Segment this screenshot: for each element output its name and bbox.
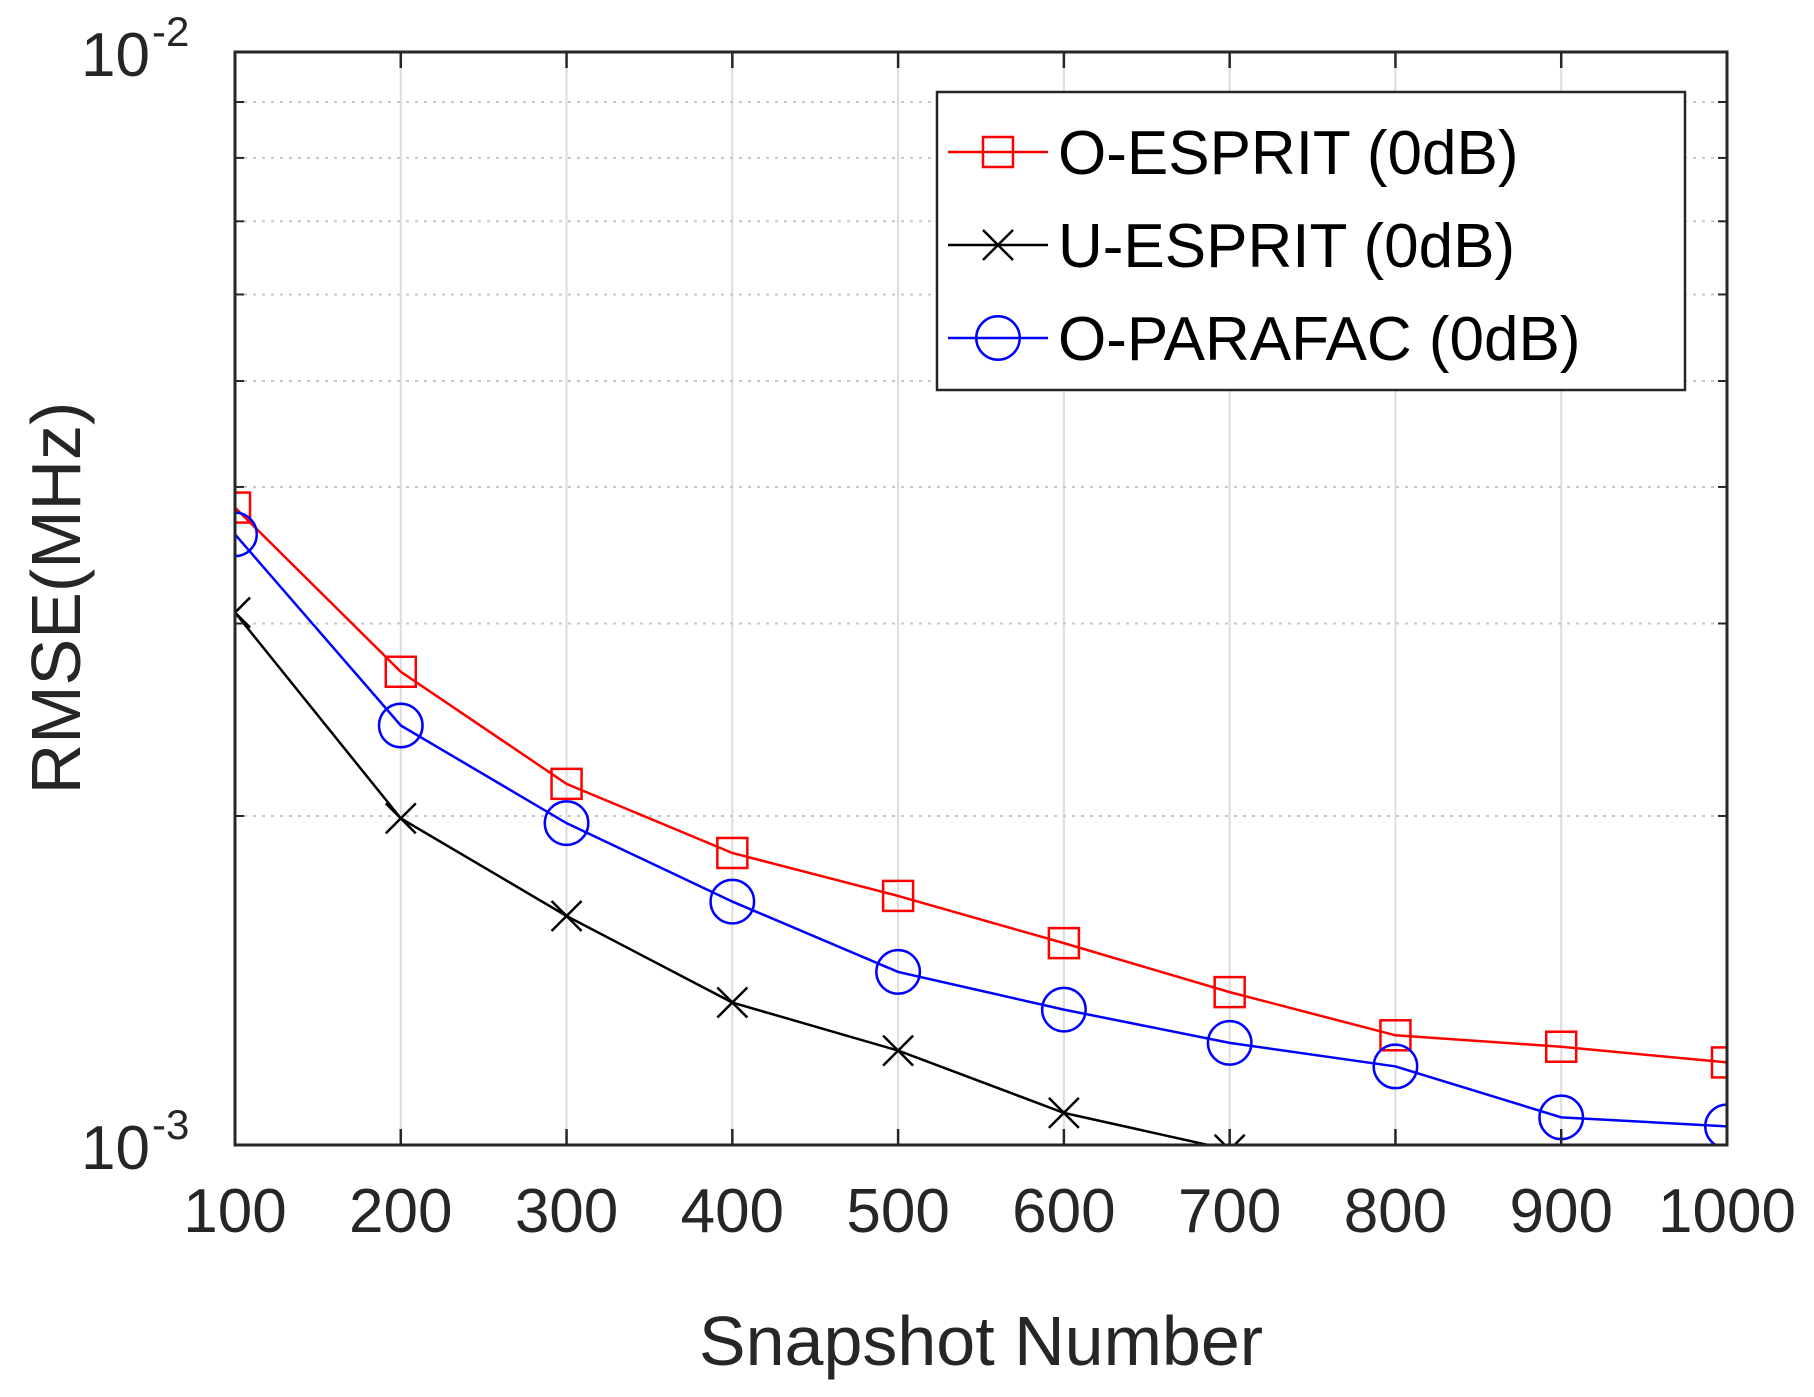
legend: O-ESPRIT (0dB) U-ESPRIT (0dB) O-PARAFAC (0…: [935, 90, 1687, 392]
x-tick-label: 300: [515, 1177, 618, 1246]
y-axis-label: RMSE(MHz): [17, 402, 95, 795]
y-tick-exponent: -3: [152, 1101, 189, 1148]
y-tick-label: 10 -3: [81, 1101, 189, 1183]
x-tick-label: 900: [1509, 1177, 1612, 1246]
square-marker: [550, 767, 583, 801]
square-marker: [1213, 975, 1246, 1009]
series-line: [235, 506, 1727, 1064]
x-tick-label: 500: [846, 1177, 949, 1246]
axis-ticks: [233, 52, 1729, 1145]
square-marker: [1047, 926, 1081, 960]
circle-marker: [875, 948, 922, 995]
square-marker: [384, 655, 418, 689]
series-line: [235, 611, 1214, 1145]
x-marker: [550, 900, 583, 932]
series-line: [235, 533, 1727, 1128]
circle-marker: [1206, 1019, 1253, 1066]
x-marker: [882, 1034, 914, 1067]
legend-entry: O-ESPRIT (0dB): [948, 119, 1519, 188]
y-tick-exponent: -2: [152, 8, 189, 55]
series-u-esprit-0db-: [235, 596, 1410, 1179]
x-marker: [384, 802, 417, 835]
y-tick-label: 10 -2: [81, 8, 189, 90]
square-marker: [981, 135, 1015, 169]
series-layer: [235, 491, 1727, 1179]
x-marker: [235, 596, 251, 629]
circle-marker: [1704, 1103, 1727, 1145]
series-o-esprit-0db-: [235, 491, 1727, 1079]
legend-entry: U-ESPRIT (0dB): [948, 212, 1515, 281]
x-tick-label: 200: [349, 1177, 452, 1246]
x-axis-label: Snapshot Number: [699, 1302, 1263, 1380]
square-marker: [1379, 1019, 1412, 1052]
circle-marker: [377, 702, 424, 749]
square-marker: [716, 836, 749, 870]
x-marker: [1048, 1096, 1080, 1129]
y-tick-base: 10: [81, 21, 150, 90]
x-tick-label: 1000: [1658, 1177, 1796, 1246]
circle-marker: [975, 315, 1021, 361]
square-marker: [235, 491, 252, 524]
square-marker: [881, 879, 915, 913]
legend-label: U-ESPRIT (0dB): [1058, 212, 1515, 281]
circle-marker: [1040, 986, 1087, 1033]
circle-marker: [235, 511, 258, 558]
legend-label: O-PARAFAC (0dB): [1058, 305, 1581, 374]
x-marker: [1380, 1149, 1410, 1179]
legend-label: O-ESPRIT (0dB): [1058, 119, 1519, 188]
circle-marker: [1372, 1043, 1419, 1090]
x-marker: [982, 229, 1014, 261]
legend-box: [935, 90, 1687, 392]
axes-box: [233, 50, 1729, 1147]
y-tick-labels: 10-310-2: [81, 8, 189, 1183]
x-tick-label: 600: [1012, 1177, 1115, 1246]
series-o-parafac-0db-: [235, 511, 1727, 1145]
x-tick-label: 700: [1178, 1177, 1281, 1246]
x-marker: [716, 986, 749, 1019]
x-tick-label: 400: [681, 1177, 784, 1246]
x-tick-label: 100: [183, 1177, 286, 1246]
square-marker: [1710, 1046, 1727, 1079]
x-marker: [1213, 1133, 1246, 1145]
y-tick-base: 10: [81, 1114, 150, 1183]
legend-entry: O-PARAFAC (0dB): [948, 305, 1581, 374]
circle-marker: [709, 878, 756, 925]
square-marker: [1544, 1030, 1578, 1063]
circle-marker: [543, 800, 590, 847]
x-tick-labels: 100 200 300 400 500 600 700 800 900 1000: [183, 1177, 1796, 1246]
x-tick-label: 800: [1344, 1177, 1447, 1246]
